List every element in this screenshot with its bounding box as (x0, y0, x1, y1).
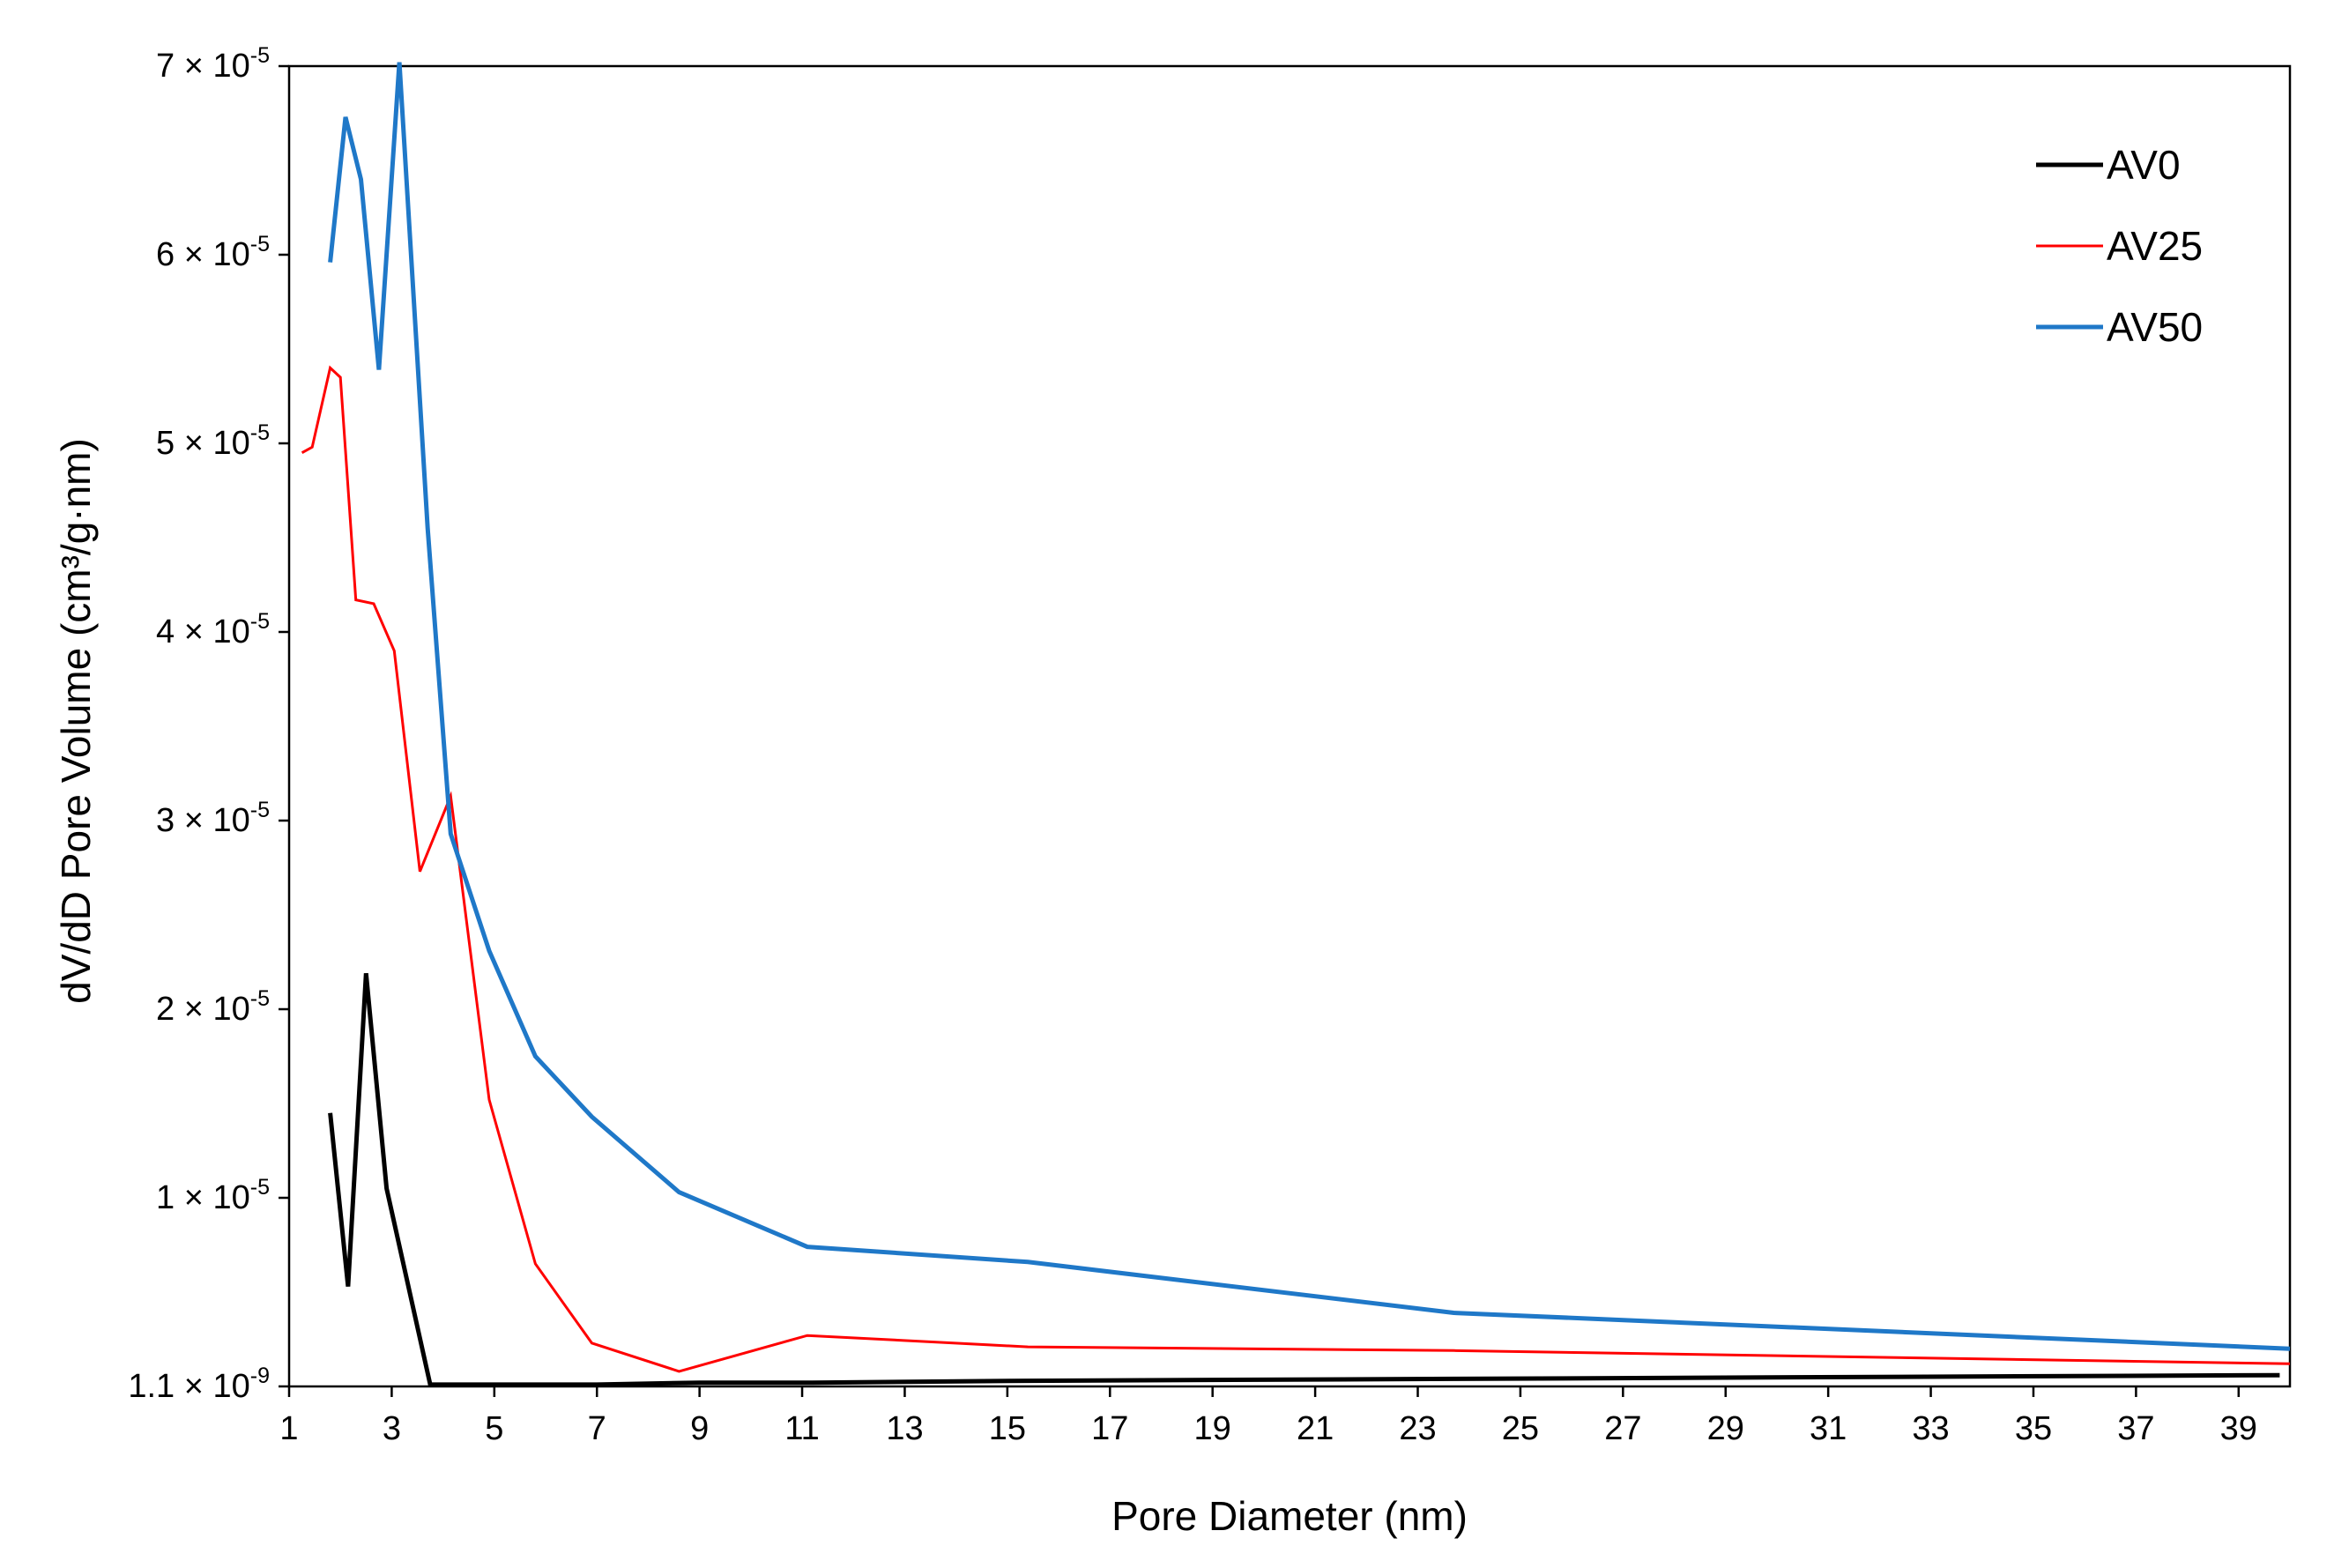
legend-label-av50: AV50 (2107, 304, 2203, 350)
x-tick-label: 5 (485, 1410, 503, 1447)
series-line-av50 (328, 62, 2291, 1351)
x-tick-label: 1 (279, 1410, 298, 1447)
x-tick-label: 23 (1399, 1410, 1436, 1447)
series-line-av25 (301, 365, 2291, 1373)
x-axis-ticks: 1 3 5 7 9 11 13 15 17 19 21 23 25 27 29 31 33 35 37 39 (279, 1386, 2257, 1447)
y-tick-label: 3 × 10-5 (156, 798, 270, 839)
x-tick-label: 37 (2117, 1410, 2154, 1447)
y-tick-label: 6 × 10-5 (156, 232, 270, 273)
series-line-av0 (328, 973, 2280, 1387)
legend: AV0 AV25 AV50 (2036, 142, 2203, 350)
x-tick-label: 9 (690, 1410, 709, 1447)
x-tick-label: 31 (1810, 1410, 1847, 1447)
y-tick-label: 1.1 × 10-9 (128, 1364, 270, 1405)
x-axis-title: Pore Diameter (nm) (1111, 1493, 1468, 1539)
y-tick-label: 1 × 10-5 (156, 1175, 270, 1216)
x-tick-label: 29 (1707, 1410, 1744, 1447)
x-tick-label: 17 (1091, 1410, 1128, 1447)
x-tick-label: 35 (2015, 1410, 2052, 1447)
series-layer (301, 62, 2291, 1387)
y-tick-label: 2 × 10-5 (156, 986, 270, 1028)
y-tick-label: 4 × 10-5 (156, 609, 270, 650)
x-tick-label: 13 (886, 1410, 923, 1447)
legend-label-av0: AV0 (2107, 142, 2181, 188)
y-tick-label: 5 × 10-5 (156, 420, 270, 462)
y-axis-title: dV/dD Pore Volume (cm³/g·nm) (53, 438, 99, 1004)
x-tick-label: 11 (784, 1410, 819, 1447)
y-axis-ticks: 1.1 × 10-9 1 × 10-5 2 × 10-5 3 × 10-5 4 × 10… (128, 43, 289, 1405)
x-tick-label: 25 (1502, 1410, 1539, 1447)
y-tick-label: 7 × 10-5 (156, 43, 270, 85)
x-tick-label: 27 (1604, 1410, 1641, 1447)
x-tick-label: 21 (1297, 1410, 1334, 1447)
legend-label-av25: AV25 (2107, 223, 2203, 269)
x-tick-label: 15 (989, 1410, 1026, 1447)
x-tick-label: 3 (383, 1410, 401, 1447)
x-tick-label: 33 (1912, 1410, 1949, 1447)
x-tick-label: 19 (1194, 1410, 1231, 1447)
x-tick-label: 7 (588, 1410, 606, 1447)
x-tick-label: 39 (2220, 1410, 2257, 1447)
plot-frame (287, 64, 2292, 1388)
